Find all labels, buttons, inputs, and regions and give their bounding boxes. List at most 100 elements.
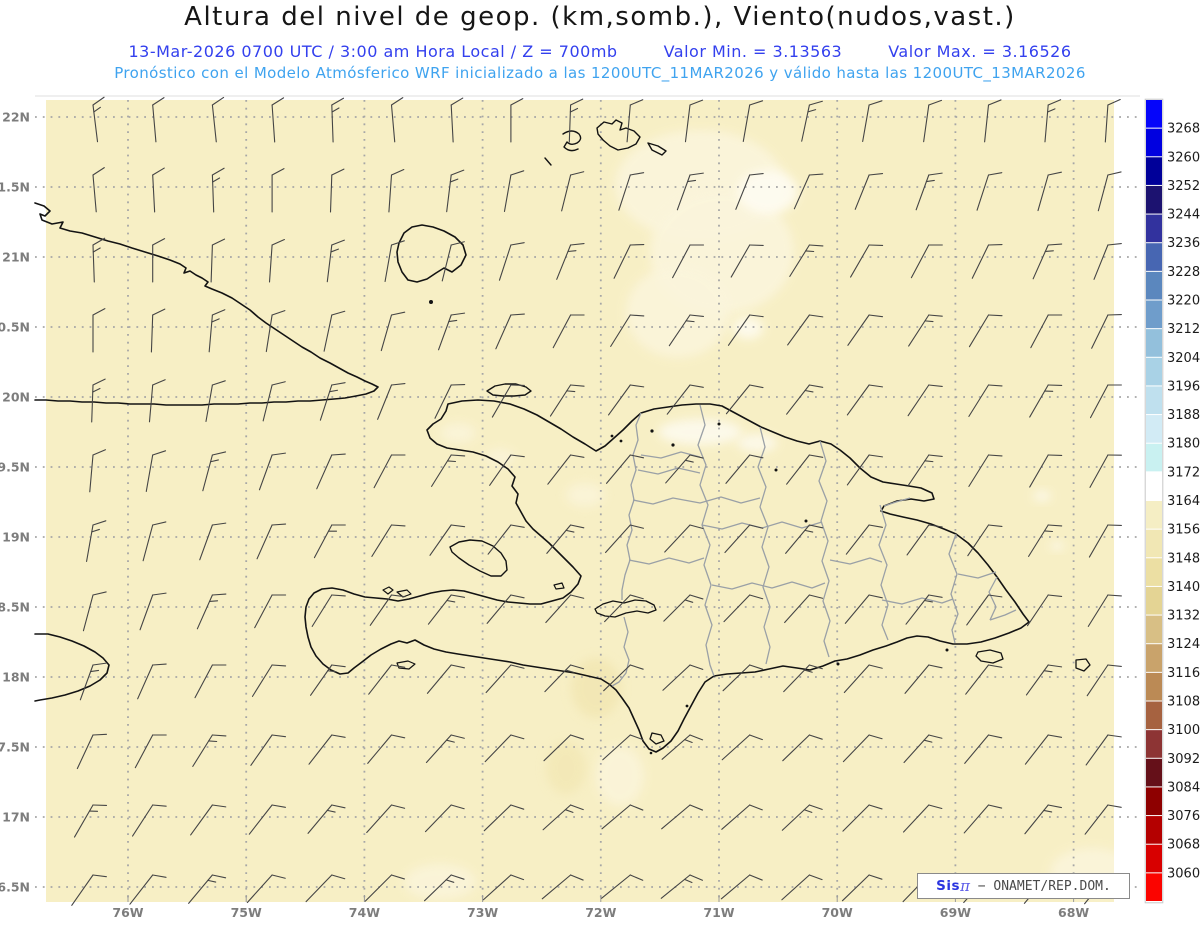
barb-tick	[92, 308, 106, 316]
wind-barb	[210, 238, 226, 283]
lat-axis-label: 7.5N	[0, 740, 30, 755]
barb-staff	[847, 314, 870, 346]
wind-barb	[429, 524, 466, 556]
barb-tick	[689, 664, 704, 670]
barb-tick	[689, 99, 704, 106]
barb-tick	[1107, 594, 1122, 597]
barb-tick	[629, 594, 644, 600]
barb-staff	[199, 524, 213, 561]
barb-half-tick	[925, 179, 935, 183]
wind-barb	[850, 244, 884, 278]
wind-barb	[600, 874, 644, 899]
wind-barb	[552, 314, 585, 349]
barb-tick	[331, 239, 345, 246]
barb-staff	[660, 874, 691, 899]
wind-barb	[547, 454, 585, 485]
colorbar-tick-label: 3228	[1167, 265, 1200, 280]
colorbar-tick-label: 3196	[1167, 379, 1200, 394]
wind-barb	[271, 168, 285, 213]
colorbar-block	[1146, 758, 1162, 787]
barb-tick	[570, 98, 584, 106]
barb-tick	[749, 314, 764, 318]
colorbar-tick-label: 3124	[1167, 637, 1200, 652]
wind-barb	[482, 874, 525, 901]
barb-staff	[668, 314, 691, 347]
colorbar-block	[1146, 472, 1162, 500]
barb-half-tick	[445, 739, 455, 743]
barb-staff	[963, 804, 990, 834]
coastlines	[34, 119, 1091, 755]
value-min-label: Valor Min. = 3.13563	[663, 42, 843, 61]
barb-tick	[928, 314, 943, 317]
wind-barb	[431, 454, 466, 487]
wind-barb	[311, 594, 346, 627]
barb-tick	[689, 734, 704, 741]
wind-barb	[720, 874, 763, 900]
lon-axis-label: 72W	[585, 905, 616, 920]
wind-barb	[1025, 664, 1063, 696]
barb-half-tick	[90, 669, 100, 673]
barb-tick	[152, 308, 166, 316]
barb-staff	[446, 174, 452, 213]
wind-barb	[208, 309, 226, 353]
haiti-dr-border	[611, 412, 642, 687]
barb-staff	[684, 104, 691, 143]
barb-staff	[968, 384, 990, 417]
barb-staff	[145, 454, 154, 492]
barb-staff	[786, 384, 810, 415]
barb-tick	[868, 173, 884, 176]
barb-staff	[1025, 664, 1049, 696]
contour-band-patches	[404, 130, 1114, 900]
barb-staff	[850, 244, 870, 278]
barb-staff	[842, 734, 870, 763]
wind-barb	[426, 664, 465, 694]
wind-barb	[427, 594, 466, 625]
barb-half-tick	[326, 809, 336, 813]
barb-tick	[808, 804, 823, 810]
barb-tick	[211, 874, 227, 879]
barb-staff	[841, 874, 870, 902]
wind-barb	[211, 167, 225, 213]
wind-barb	[541, 874, 584, 900]
wind-barb	[664, 524, 704, 553]
colorbar-block	[1146, 615, 1162, 644]
barb-tick	[987, 664, 1003, 668]
barb-staff	[89, 454, 94, 493]
barb-tick	[331, 310, 346, 316]
barb-tick	[987, 314, 1003, 317]
wind-barb	[561, 171, 585, 212]
wind-barb	[1086, 664, 1122, 697]
barb-tick	[271, 804, 286, 808]
barb-staff	[205, 384, 213, 422]
wind-barb	[968, 314, 1003, 348]
barb-staff	[1104, 104, 1109, 143]
barb-tick	[1107, 804, 1122, 808]
barb-tick	[510, 242, 525, 246]
wind-barb	[793, 173, 824, 210]
barb-tick	[152, 874, 167, 878]
barb-tick	[1047, 664, 1063, 668]
barb-staff	[781, 874, 810, 901]
barb-tick	[271, 874, 286, 879]
wind-barb	[331, 97, 345, 143]
barb-staff	[425, 734, 452, 764]
barb-half-tick	[803, 809, 813, 813]
wind-barb	[495, 313, 525, 350]
wind-barb	[92, 237, 106, 283]
barb-tick	[689, 172, 704, 176]
wind-barb	[843, 664, 883, 694]
barb-half-tick	[924, 320, 934, 323]
barb-staff	[730, 244, 751, 278]
wind-barb	[604, 524, 644, 554]
wind-barb	[92, 167, 105, 213]
barb-tick	[510, 664, 525, 669]
barb-staff	[1029, 384, 1049, 418]
barb-tick	[868, 454, 884, 458]
wind-barb	[610, 314, 645, 347]
barb-staff	[662, 664, 691, 691]
lat-axis-label: 9.5N	[0, 460, 30, 475]
wind-barb	[1028, 524, 1063, 557]
wind-barb	[1026, 594, 1063, 627]
wind-barb	[783, 664, 823, 693]
